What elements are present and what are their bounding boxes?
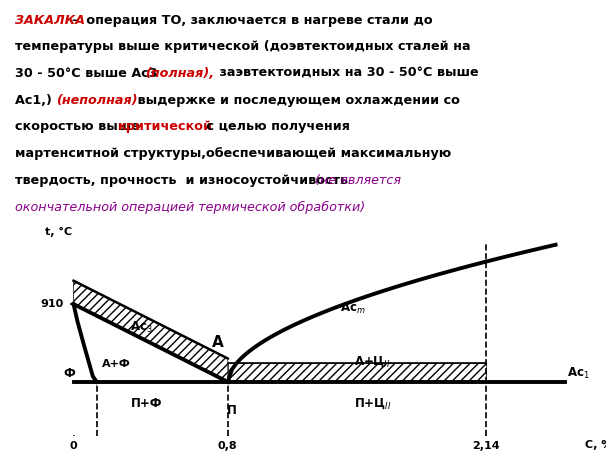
- Text: Ф: Ф: [64, 367, 76, 380]
- Text: температуры выше критической (доэвтектоидных сталей на: температуры выше критической (доэвтектои…: [15, 40, 471, 53]
- Text: выдержке и последующем охлаждении со: выдержке и последующем охлаждении со: [124, 94, 460, 107]
- Text: 30 - 50°C выше Ас3: 30 - 50°C выше Ас3: [15, 67, 162, 80]
- Polygon shape: [73, 281, 228, 382]
- Text: 0: 0: [70, 441, 78, 451]
- Text: (полная),: (полная),: [145, 67, 214, 80]
- Text: A: A: [212, 335, 224, 350]
- Text: 0,8: 0,8: [218, 441, 238, 451]
- Text: П+Ц$_{II}$: П+Ц$_{II}$: [354, 397, 391, 411]
- Text: твердость, прочность  и износоустойчивость: твердость, прочность и износоустойчивост…: [15, 174, 357, 187]
- Text: C, %: C, %: [585, 440, 606, 450]
- Text: (неполная): (неполная): [56, 94, 138, 107]
- Text: Ас$_1$: Ас$_1$: [567, 365, 590, 380]
- Text: t, °C: t, °C: [45, 227, 72, 237]
- Text: скоростью выше: скоростью выше: [15, 120, 144, 133]
- Text: мартенситной структуры,обеспечивающей максимальную: мартенситной структуры,обеспечивающей ма…: [15, 147, 451, 160]
- Text: критической: критической: [118, 120, 213, 133]
- Text: 2,14: 2,14: [472, 441, 500, 451]
- Text: П+Ф: П+Ф: [131, 397, 162, 410]
- Text: окончательной операцией термической обработки): окончательной операцией термической обра…: [15, 201, 365, 214]
- Polygon shape: [228, 363, 486, 382]
- Text: -  операция ТО, заключается в нагреве стали до: - операция ТО, заключается в нагреве ста…: [63, 14, 433, 27]
- Text: А+Ф: А+Ф: [102, 359, 130, 369]
- Text: А+Ц$_{II}$: А+Ц$_{II}$: [354, 354, 391, 369]
- Text: Ас$_3$: Ас$_3$: [130, 320, 152, 335]
- Text: заэвтектоидных на 30 - 50°C выше: заэвтектоидных на 30 - 50°C выше: [206, 67, 479, 80]
- Text: 910: 910: [41, 299, 64, 309]
- Text: с целью получения: с целью получения: [193, 120, 350, 133]
- Text: Ас1,): Ас1,): [15, 94, 56, 107]
- Text: (не является: (не является: [316, 174, 401, 187]
- Text: Ас$_m$: Ас$_m$: [341, 301, 366, 316]
- Text: П: П: [227, 404, 236, 417]
- Text: ЗАКАЛКА: ЗАКАЛКА: [15, 14, 85, 27]
